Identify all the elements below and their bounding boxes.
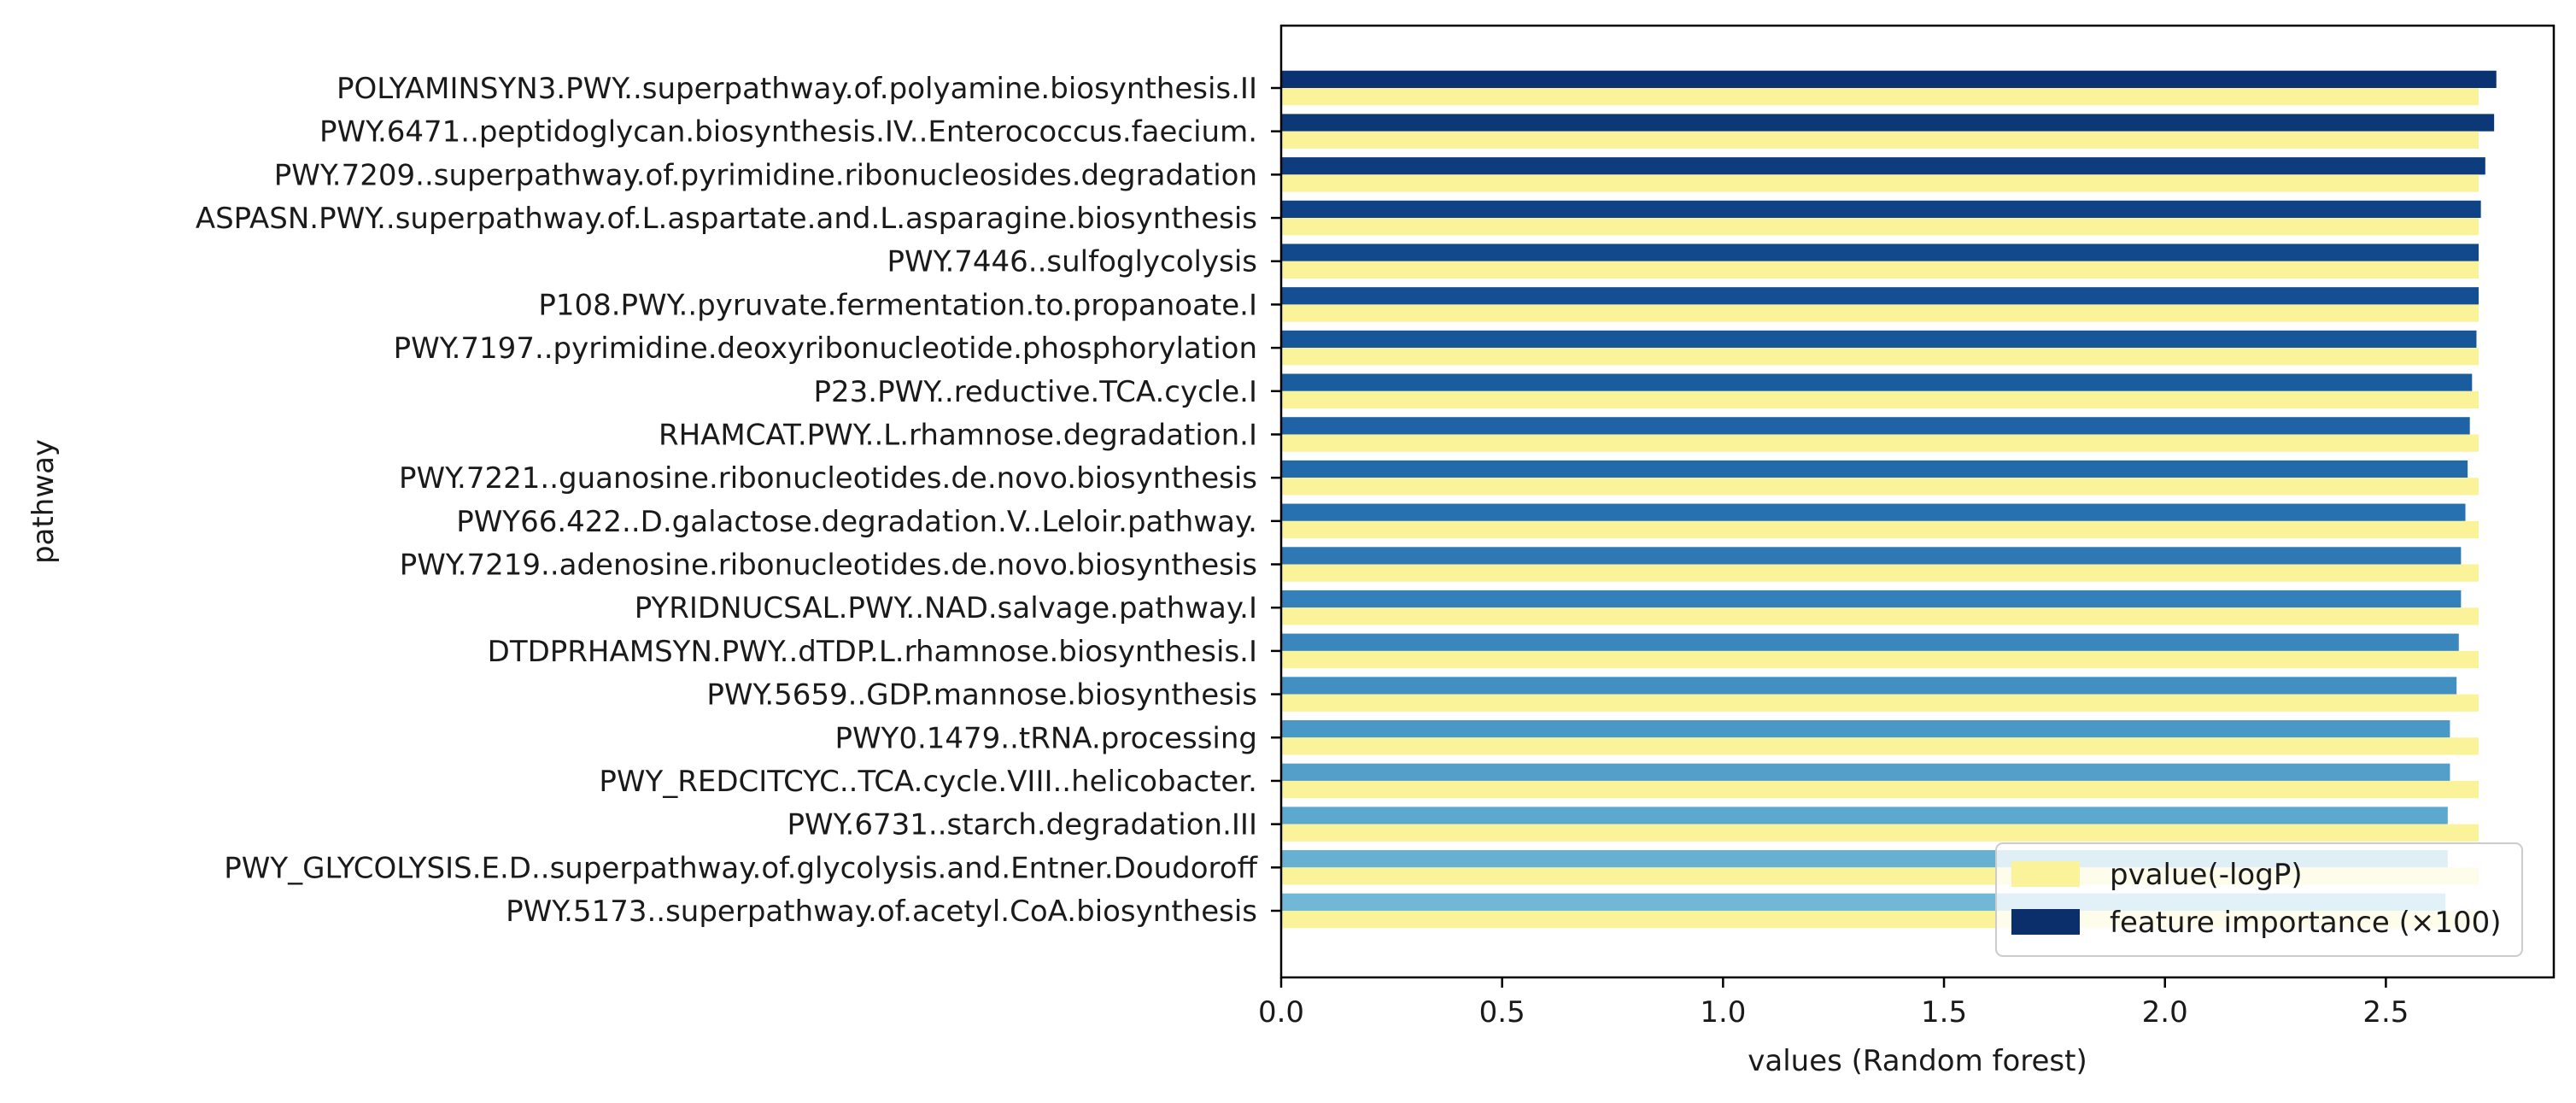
legend-swatch-feature-importance xyxy=(2011,909,2080,935)
bar-feature-importance xyxy=(1281,287,2479,305)
bar-feature-importance xyxy=(1281,503,2466,521)
y-tick-label: PWY_GLYCOLYSIS.E.D..superpathway.of.glyc… xyxy=(224,851,1258,885)
y-tick-label: POLYAMINSYN3.PWY..superpathway.of.polyam… xyxy=(337,72,1257,106)
bar-pvalue xyxy=(1281,434,2479,452)
bar-pvalue xyxy=(1281,564,2479,582)
bar-pvalue xyxy=(1281,348,2479,366)
y-axis: POLYAMINSYN3.PWY..superpathway.of.polyam… xyxy=(196,72,1281,929)
bar-feature-importance xyxy=(1281,719,2450,738)
bar-feature-importance xyxy=(1281,70,2497,88)
bar-pvalue xyxy=(1281,304,2479,322)
bar-pvalue xyxy=(1281,780,2479,799)
bar-feature-importance xyxy=(1281,677,2457,695)
bar-feature-importance xyxy=(1281,243,2479,261)
legend-label-feature-importance: feature importance (×100) xyxy=(2110,906,2502,940)
y-tick-label: PWY.7221..guanosine.ribonucleotides.de.n… xyxy=(399,461,1257,496)
bar-feature-importance xyxy=(1281,590,2462,608)
bar-pvalue xyxy=(1281,174,2479,192)
bar-pvalue xyxy=(1281,390,2479,409)
legend-label-pvalue: pvalue(-logP) xyxy=(2110,858,2303,892)
y-tick-label: PWY_REDCITCYC..TCA.cycle.VIII..helicobac… xyxy=(599,765,1257,799)
legend-swatch-pvalue xyxy=(2011,861,2080,887)
y-axis-label: pathway xyxy=(26,439,61,564)
x-tick-label: 0.0 xyxy=(1258,995,1304,1030)
bar-pvalue xyxy=(1281,607,2479,625)
y-tick-label: PWY.6471..peptidoglycan.biosynthesis.IV.… xyxy=(319,115,1257,150)
bar-feature-importance xyxy=(1281,633,2459,651)
y-tick-label: PWY.7197..pyrimidine.deoxyribonucleotide… xyxy=(394,331,1257,366)
y-tick-label: PWY66.422..D.galactose.degradation.V..Le… xyxy=(456,505,1257,539)
y-tick-label: PWY.7209..superpathway.of.pyrimidine.rib… xyxy=(274,158,1257,192)
y-tick-label: PWY.5659..GDP.mannose.biosynthesis xyxy=(706,678,1257,713)
x-tick-label: 0.5 xyxy=(1479,995,1525,1030)
bar-feature-importance xyxy=(1281,114,2495,132)
bar-pvalue xyxy=(1281,131,2479,149)
bar-pvalue xyxy=(1281,520,2479,539)
y-tick-label: ASPASN.PWY..superpathway.of.L.aspartate.… xyxy=(196,202,1257,236)
bar-pvalue xyxy=(1281,478,2479,496)
legend: pvalue(-logP) feature importance (×100) xyxy=(1995,842,2523,957)
bar-pvalue xyxy=(1281,261,2479,279)
y-tick-label: PWY0.1479..tRNA.processing xyxy=(834,721,1257,755)
y-tick-label: RHAMCAT.PWY..L.rhamnose.degradation.I xyxy=(659,418,1257,452)
bar-pvalue xyxy=(1281,650,2479,669)
bar-pvalue xyxy=(1281,737,2479,755)
x-axis: 0.0 0.5 1.0 1.5 2.0 2.5 xyxy=(1258,977,2409,1030)
x-tick-label: 1.0 xyxy=(1700,995,1746,1030)
bar-feature-importance xyxy=(1281,547,2462,565)
bar-feature-importance xyxy=(1281,157,2485,175)
bar-feature-importance xyxy=(1281,200,2481,219)
bar-pvalue xyxy=(1281,694,2479,712)
bar-pvalue xyxy=(1281,88,2479,106)
x-tick-label: 1.5 xyxy=(1921,995,1967,1030)
y-tick-label: PWY.5173..superpathway.of.acetyl.CoA.bio… xyxy=(506,895,1257,929)
x-axis-label: values (Random forest) xyxy=(1748,1044,2087,1078)
bar-feature-importance xyxy=(1281,373,2473,391)
x-tick-label: 2.5 xyxy=(2362,995,2409,1030)
y-tick-label: DTDPRHAMSYN.PWY..dTDP.L.rhamnose.biosynt… xyxy=(488,635,1257,669)
bar-feature-importance xyxy=(1281,807,2448,824)
y-tick-label: PWY.7446..sulfoglycolysis xyxy=(887,245,1257,279)
bar-feature-importance xyxy=(1281,330,2477,349)
y-tick-label: P23.PWY..reductive.TCA.cycle.I xyxy=(814,375,1257,409)
bar-pvalue xyxy=(1281,218,2479,236)
bars-layer xyxy=(1281,70,2497,929)
bar-pvalue xyxy=(1281,824,2479,842)
y-tick-label: PYRIDNUCSAL.PWY..NAD.salvage.pathway.I xyxy=(635,591,1257,625)
y-tick-label: PWY.7219..adenosine.ribonucleotides.de.n… xyxy=(400,549,1257,583)
x-tick-label: 2.0 xyxy=(2142,995,2188,1030)
bar-feature-importance xyxy=(1281,460,2468,478)
y-tick-label: PWY.6731..starch.degradation.III xyxy=(787,808,1257,842)
bar-feature-importance xyxy=(1281,417,2470,435)
legend-box xyxy=(1995,842,2523,957)
y-tick-label: P108.PWY..pyruvate.fermentation.to.propa… xyxy=(538,288,1257,322)
plot-frame xyxy=(1279,24,2556,979)
bar-feature-importance xyxy=(1281,763,2450,781)
